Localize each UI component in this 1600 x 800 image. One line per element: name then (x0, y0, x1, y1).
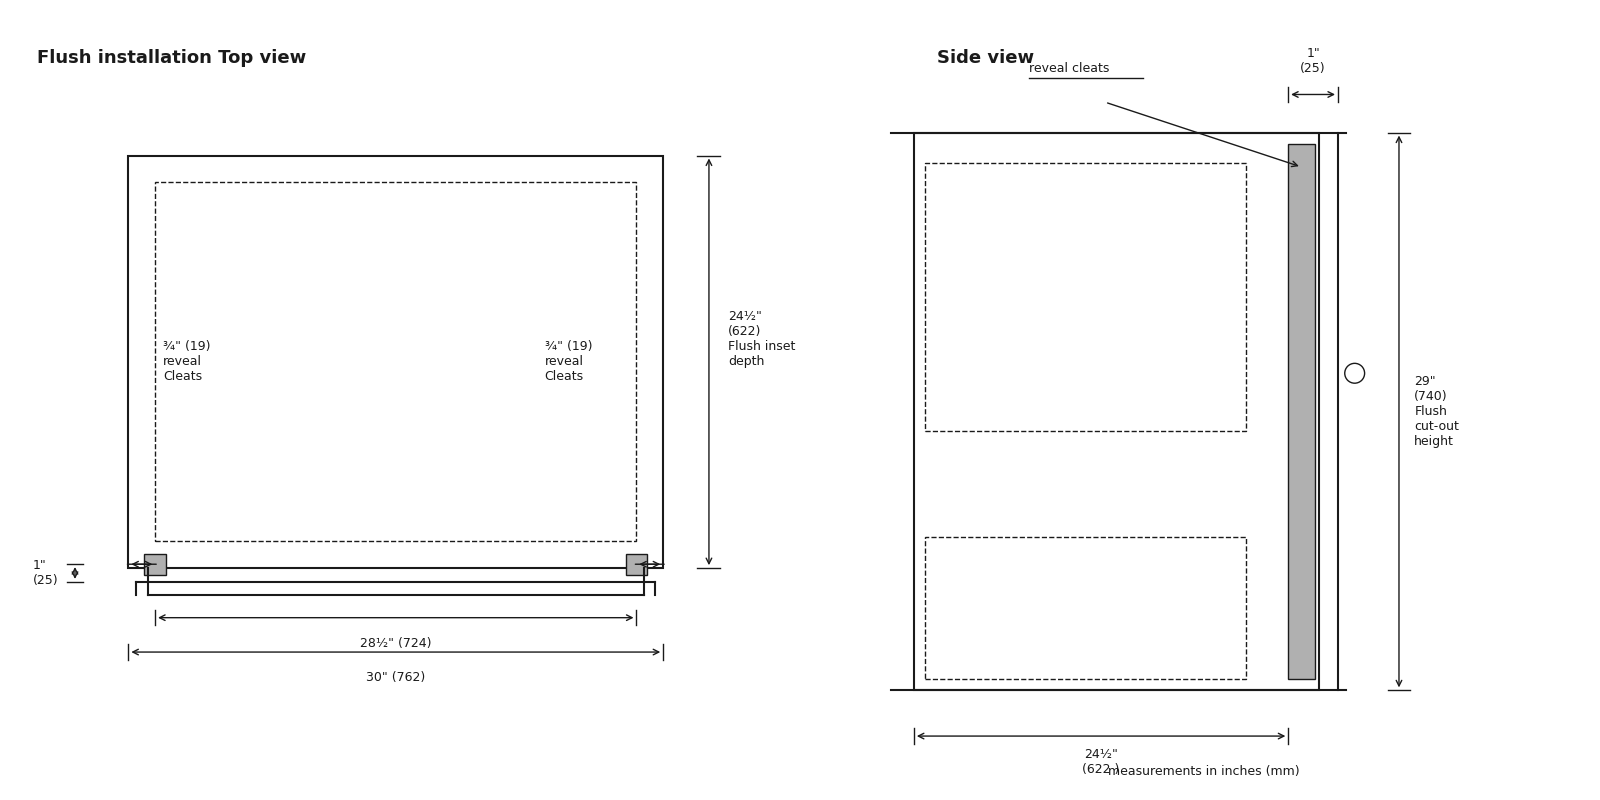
Bar (626, 554, 646, 575)
Bar (1288, 144, 1315, 678)
Text: 1"
(25): 1" (25) (34, 559, 59, 587)
Text: Side view: Side view (938, 49, 1034, 66)
Text: ¾" (19)
reveal
Cleats: ¾" (19) reveal Cleats (163, 340, 210, 383)
Text: 1"
(25): 1" (25) (1301, 47, 1326, 75)
Bar (925, 163, 1246, 430)
Text: measurements in inches (mm): measurements in inches (mm) (1109, 765, 1301, 778)
Text: 24½"
(622)
Flush inset
depth: 24½" (622) Flush inset depth (728, 310, 795, 368)
Text: 30" (762): 30" (762) (366, 671, 426, 684)
Text: 28½" (724): 28½" (724) (360, 637, 432, 650)
Text: reveal cleats: reveal cleats (1029, 62, 1109, 75)
Bar (155, 182, 637, 542)
Bar (128, 155, 662, 568)
Bar (914, 133, 1318, 690)
Text: 24½"
(622 ): 24½" (622 ) (1083, 747, 1120, 775)
Text: Flush installation Top view: Flush installation Top view (37, 49, 306, 66)
Bar (925, 538, 1246, 678)
Text: ¾" (19)
reveal
Cleats: ¾" (19) reveal Cleats (544, 340, 592, 383)
Text: 29"
(740)
Flush
cut-out
height: 29" (740) Flush cut-out height (1414, 375, 1459, 448)
Bar (144, 554, 166, 575)
